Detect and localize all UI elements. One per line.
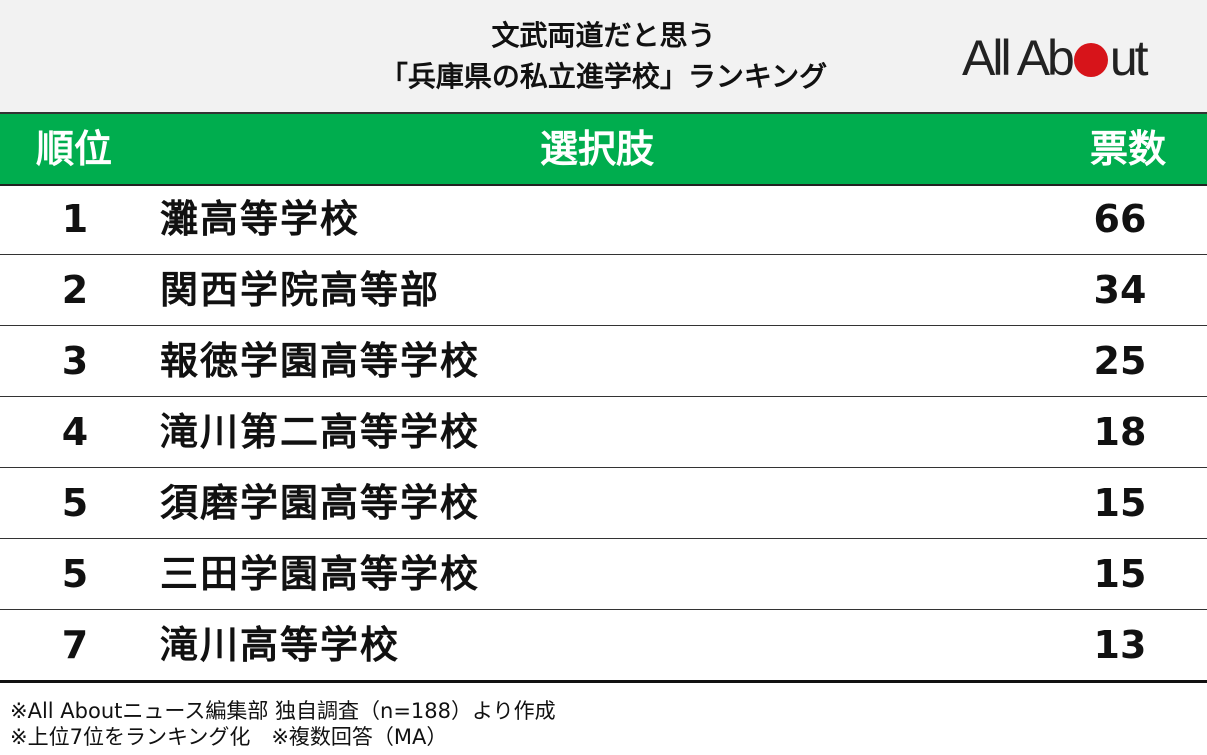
column-header-choice: 選択肢 bbox=[540, 127, 655, 171]
table-row: 3 報徳学園高等学校 25 bbox=[0, 326, 1207, 397]
header: 文武両道だと思う 「兵庫県の私立進学校」ランキング All Ab ut bbox=[0, 0, 1207, 112]
table-row: 5 三田学園高等学校 15 bbox=[0, 539, 1207, 610]
choice-cell: 三田学園高等学校 bbox=[160, 552, 481, 596]
votes-cell: 15 bbox=[1093, 552, 1147, 596]
rank-cell: 4 bbox=[61, 410, 89, 454]
method-note: ※上位7位をランキング化 ※複数回答（MA） bbox=[10, 725, 448, 749]
choice-cell: 灘高等学校 bbox=[160, 197, 361, 241]
rank-cell: 5 bbox=[61, 481, 89, 525]
all-about-logo: All Ab ut bbox=[962, 30, 1149, 86]
choice-cell: 須磨学園高等学校 bbox=[160, 481, 481, 525]
title-line-1: 文武両道だと思う bbox=[491, 19, 716, 52]
table-row: 5 須磨学園高等学校 15 bbox=[0, 468, 1207, 539]
table-row: 2 関西学院高等部 34 bbox=[0, 255, 1207, 326]
choice-cell: 関西学院高等部 bbox=[160, 268, 441, 312]
table-header: 順位 選択肢 票数 bbox=[0, 112, 1207, 186]
choice-cell: 滝川高等学校 bbox=[160, 623, 401, 667]
votes-cell: 13 bbox=[1093, 623, 1147, 667]
votes-cell: 34 bbox=[1093, 268, 1147, 312]
table-row: 4 滝川第二高等学校 18 bbox=[0, 397, 1207, 468]
votes-cell: 66 bbox=[1093, 197, 1147, 241]
choice-cell: 滝川第二高等学校 bbox=[160, 410, 481, 454]
votes-cell: 25 bbox=[1093, 339, 1147, 383]
choice-cell: 報徳学園高等学校 bbox=[160, 339, 481, 383]
votes-cell: 15 bbox=[1093, 481, 1147, 525]
rank-cell: 2 bbox=[61, 268, 89, 312]
rank-cell: 5 bbox=[61, 552, 89, 596]
logo-dot-icon bbox=[1073, 43, 1108, 77]
votes-cell: 18 bbox=[1093, 410, 1147, 454]
table-row: 1 灘高等学校 66 bbox=[0, 184, 1207, 255]
rank-cell: 3 bbox=[61, 339, 89, 383]
column-header-votes: 票数 bbox=[1090, 127, 1167, 171]
rank-cell: 1 bbox=[61, 197, 89, 241]
source-note: ※All Aboutニュース編集部 独自調査（n=188）より作成 bbox=[10, 699, 556, 723]
rank-cell: 7 bbox=[61, 623, 89, 667]
column-header-rank: 順位 bbox=[36, 127, 113, 171]
title-line-2: 「兵庫県の私立進学校」ランキング bbox=[379, 60, 828, 93]
table-row: 7 滝川高等学校 13 bbox=[0, 610, 1207, 683]
